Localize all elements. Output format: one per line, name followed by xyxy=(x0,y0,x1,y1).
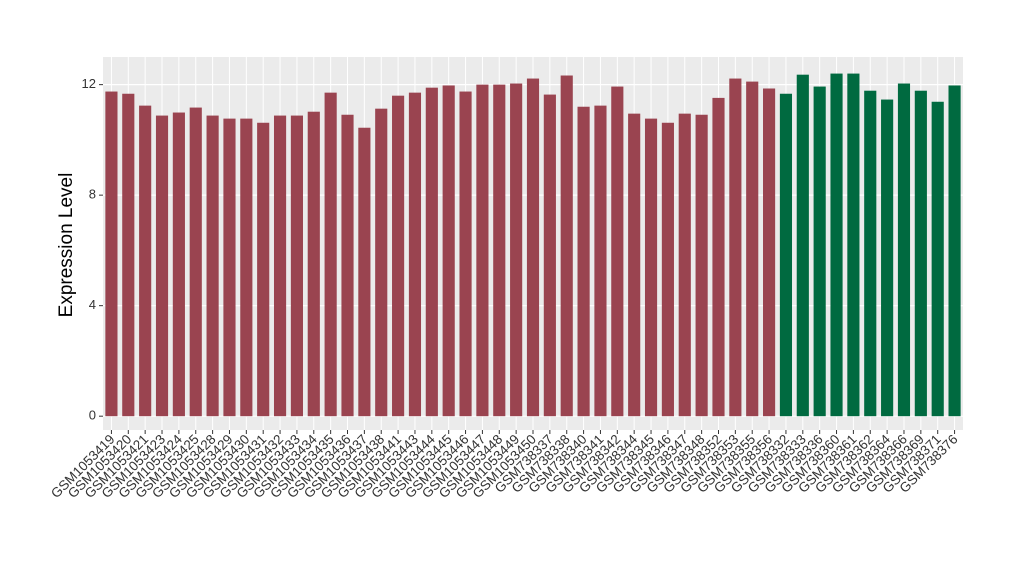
bar xyxy=(324,92,337,417)
bar xyxy=(206,115,219,417)
bar xyxy=(661,122,674,417)
bar xyxy=(341,114,354,417)
bar xyxy=(914,90,927,417)
y-tick-label: 4 xyxy=(89,297,96,312)
bar xyxy=(948,85,961,417)
bar xyxy=(594,105,607,417)
y-tick-label: 12 xyxy=(82,76,96,91)
bar xyxy=(864,90,877,417)
bar xyxy=(628,113,641,417)
y-tick-label: 0 xyxy=(89,408,96,423)
labels: 04812GSM1053419GSM1053420GSM1053421GSM10… xyxy=(48,76,961,501)
bar xyxy=(240,118,253,417)
bar xyxy=(897,83,911,417)
bar xyxy=(729,78,742,417)
bar xyxy=(155,115,169,417)
bar xyxy=(678,113,691,417)
bar xyxy=(172,112,185,417)
y-axis-title: Expression Level xyxy=(56,173,77,318)
bar xyxy=(796,74,809,417)
bar xyxy=(189,107,202,417)
bar xyxy=(847,73,860,417)
bar xyxy=(223,118,236,417)
bar xyxy=(560,75,573,417)
bar xyxy=(257,122,270,417)
bar xyxy=(273,115,287,417)
bar xyxy=(105,91,118,417)
bar xyxy=(139,105,152,417)
bar xyxy=(695,114,708,417)
bar xyxy=(510,83,523,417)
bar xyxy=(442,85,455,417)
bar xyxy=(931,101,944,417)
bar xyxy=(375,108,388,417)
bar xyxy=(881,99,894,417)
bar xyxy=(493,84,506,417)
bar xyxy=(526,78,540,417)
bar xyxy=(611,86,624,417)
bar xyxy=(813,86,826,417)
bar xyxy=(307,111,320,417)
bar xyxy=(779,93,793,417)
bar xyxy=(577,106,590,417)
bar xyxy=(746,81,759,417)
bars xyxy=(105,73,961,417)
bar xyxy=(476,84,489,417)
bar xyxy=(122,93,135,417)
bar xyxy=(290,115,303,417)
bar xyxy=(830,73,843,417)
bar xyxy=(408,92,422,417)
bar xyxy=(712,97,725,417)
bar xyxy=(644,118,658,417)
bar xyxy=(358,127,371,417)
y-tick-label: 8 xyxy=(89,187,96,202)
bar xyxy=(392,95,405,417)
bar xyxy=(763,88,776,417)
bar xyxy=(543,94,556,417)
bar xyxy=(425,87,438,417)
bar xyxy=(459,91,472,417)
